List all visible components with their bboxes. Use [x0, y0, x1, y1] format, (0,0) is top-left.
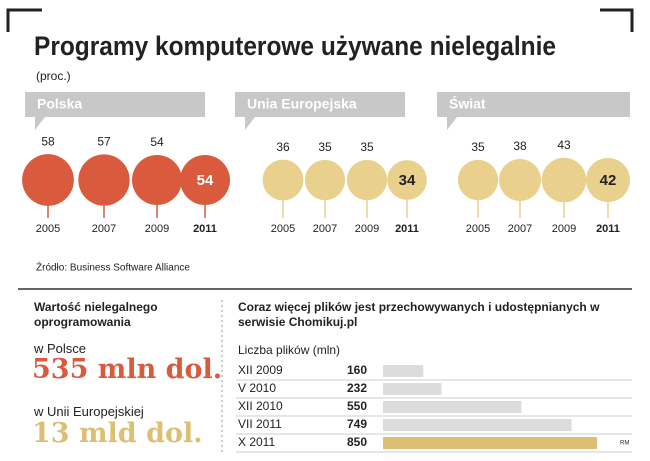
panel-title: Świat: [449, 95, 486, 112]
frame-corner: [6, 8, 634, 32]
value-label: 57: [97, 135, 111, 149]
stat-value: 535 mln dol.: [32, 354, 223, 385]
x-tick-label: 2011: [596, 223, 620, 235]
x-tick-label: 2007: [508, 223, 532, 235]
value-label: 42: [600, 172, 617, 189]
value-label: 43: [557, 138, 571, 152]
x-tick-label: 2007: [92, 223, 116, 235]
value-label: 35: [471, 140, 485, 154]
value-label: 550: [347, 399, 367, 413]
bar-subtitle: Liczba plików (mln): [238, 343, 341, 357]
x-tick-label: 2009: [552, 223, 576, 235]
unit: (proc.): [36, 69, 71, 83]
value-label: 749: [347, 417, 367, 431]
value-label: 54: [197, 172, 214, 189]
value-label: 58: [41, 134, 55, 148]
stat-label: w Unii Europejskiej: [34, 404, 144, 419]
bubble: [541, 157, 587, 203]
value-label: 36: [276, 140, 290, 154]
bubble: [22, 154, 74, 206]
bubble: [78, 154, 130, 206]
x-tick-label: 2009: [355, 223, 379, 235]
value-label: 232: [347, 381, 367, 395]
value-label: 35: [360, 140, 374, 154]
bubble: [585, 157, 631, 203]
title: Programy komputerowe używane nielegalnie: [34, 31, 556, 61]
category-label: X 2011: [238, 435, 275, 449]
tab: [437, 92, 630, 130]
category-label: XII 2010: [238, 399, 283, 413]
bubble: [132, 155, 182, 205]
value-label: 35: [318, 140, 332, 154]
panel-title: Unia Europejska: [247, 96, 357, 112]
value-label: 850: [347, 435, 367, 449]
x-tick-label: 2005: [466, 223, 490, 235]
x-tick-label: 2011: [193, 223, 217, 235]
x-tick-label: 2007: [313, 223, 337, 235]
bubble: [387, 160, 427, 200]
bar: [383, 383, 442, 395]
bubble: [499, 159, 541, 201]
value-label: 38: [513, 139, 527, 153]
value-label: 34: [399, 172, 416, 189]
bubble: [262, 159, 304, 201]
category-label: VII 2011: [238, 417, 282, 431]
credit: RM: [620, 441, 629, 447]
bar: [383, 437, 597, 449]
category-label: V 2010: [238, 381, 276, 395]
bar: [383, 401, 522, 413]
stat-label: w Polsce: [34, 341, 87, 356]
category-label: XII 2009: [238, 363, 283, 377]
bar: [383, 365, 424, 377]
panel-title: Polska: [37, 96, 82, 112]
source: Źródło: Business Software Alliance: [36, 261, 190, 274]
bubble: [346, 159, 388, 201]
bubble: [180, 155, 230, 205]
bar-title: Coraz więcej plików jest przechowywanych…: [238, 300, 600, 329]
bubble: [457, 159, 499, 201]
bubble: [304, 159, 346, 201]
stat-value: 13 mld dol.: [32, 418, 203, 449]
tab: [25, 92, 205, 130]
tab: [235, 92, 405, 130]
value-label: 160: [347, 363, 367, 377]
x-tick-label: 2005: [36, 223, 60, 235]
stats-title: Wartość nielegalnego oprogramowania: [34, 300, 158, 329]
x-tick-label: 2005: [271, 223, 295, 235]
x-tick-label: 2011: [395, 223, 419, 235]
value-label: 54: [150, 135, 164, 149]
bar: [383, 419, 572, 431]
x-tick-label: 2009: [145, 223, 169, 235]
